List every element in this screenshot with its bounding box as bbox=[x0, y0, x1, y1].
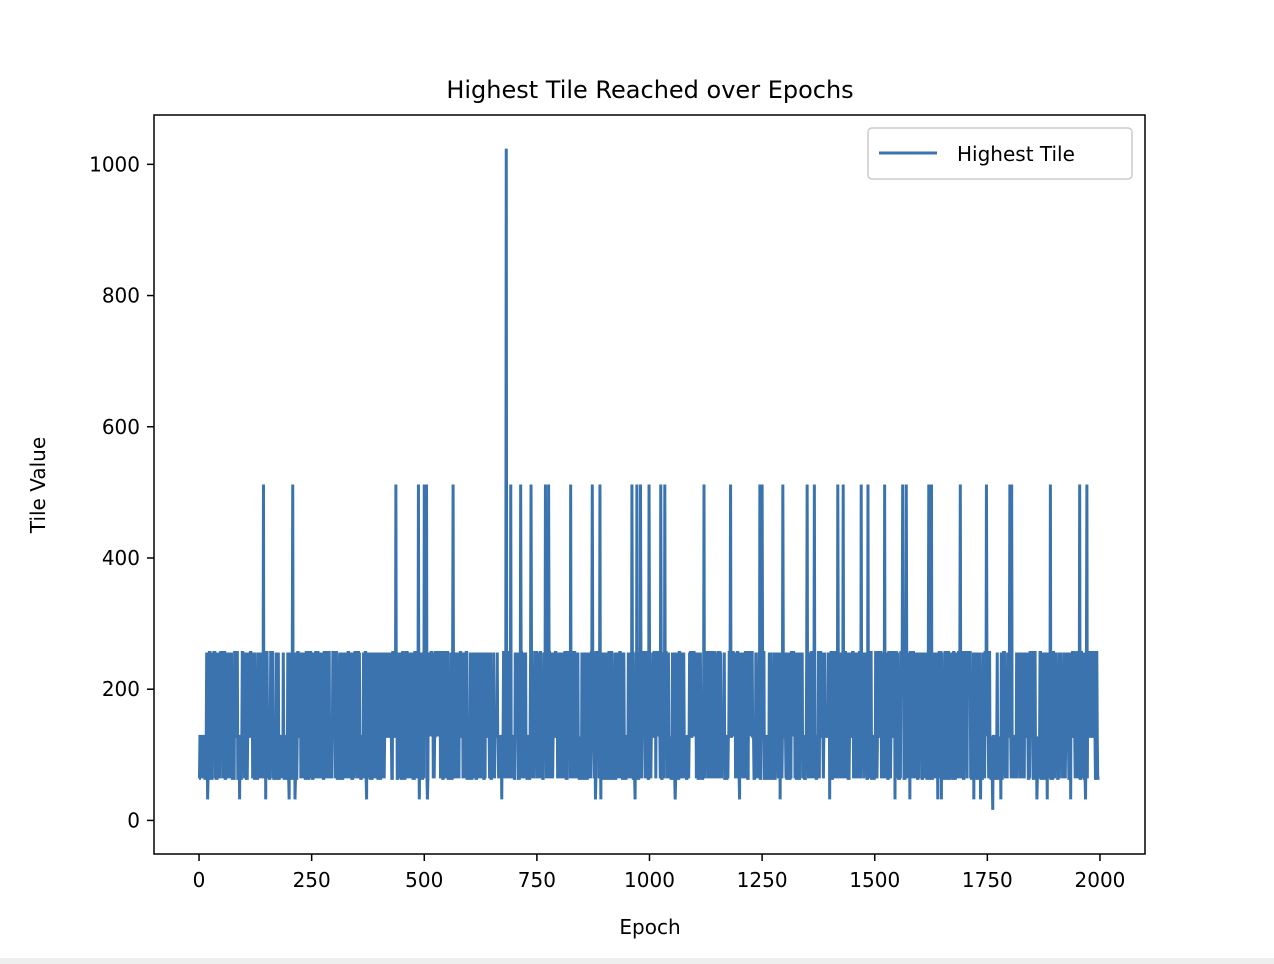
x-tick-label: 1750 bbox=[962, 868, 1013, 892]
x-tick-label: 1500 bbox=[849, 868, 900, 892]
x-tick-label: 250 bbox=[293, 868, 331, 892]
legend: Highest Tile bbox=[867, 127, 1133, 180]
x-tick-label: 1250 bbox=[737, 868, 788, 892]
page-bottom-edge bbox=[0, 958, 1274, 964]
y-tick-label: 400 bbox=[102, 546, 140, 570]
legend-label: Highest Tile bbox=[957, 142, 1075, 166]
plot-frame bbox=[153, 114, 1146, 855]
axes: 0 250 500 750 1000 1250 1500 1750 2000 0 200 400 600… bbox=[89, 152, 1125, 892]
legend-box bbox=[867, 127, 1133, 180]
x-tick-label: 750 bbox=[518, 868, 556, 892]
y-tick-label: 800 bbox=[102, 284, 140, 308]
y-tick-label: 1000 bbox=[89, 152, 140, 176]
y-tick-label: 600 bbox=[102, 415, 140, 439]
plot-area bbox=[198, 148, 1100, 810]
y-axis-label: Tile Value bbox=[26, 437, 50, 534]
x-tick-label: 0 bbox=[193, 868, 206, 892]
chart-title: Highest Tile Reached over Epochs bbox=[446, 76, 853, 104]
x-tick-label: 2000 bbox=[1075, 868, 1126, 892]
y-tick-label: 200 bbox=[102, 677, 140, 701]
x-tick-label: 1000 bbox=[624, 868, 675, 892]
series-line-highest-tile bbox=[198, 148, 1100, 810]
y-tick-label: 0 bbox=[127, 808, 140, 832]
x-tick-label: 500 bbox=[405, 868, 443, 892]
x-axis-label: Epoch bbox=[619, 915, 680, 939]
